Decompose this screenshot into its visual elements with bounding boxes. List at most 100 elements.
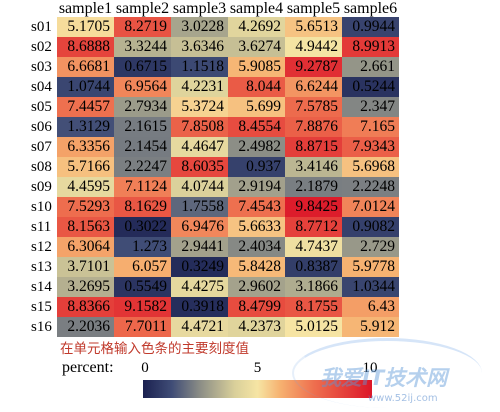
heatmap-cell-s04-sample2: 6.9564 [114, 77, 171, 97]
heatmap-cell-s03-sample5: 9.2787 [285, 57, 342, 77]
watermark-title: 我爱IT技术网 [320, 366, 448, 390]
heatmap-cell-s06-sample4: 8.4554 [228, 117, 285, 137]
heatmap-cell-s10-sample5: 9.8425 [285, 197, 342, 217]
heatmap-cell-s07-sample1: 6.3356 [57, 137, 114, 157]
heatmap-cell-s16-sample3: 4.4721 [171, 317, 228, 337]
heatmap-cell-s04-sample1: 1.0744 [57, 77, 114, 97]
heatmap-cell-s05-sample3: 5.3724 [171, 97, 228, 117]
heatmap-cell-s04-sample6: 0.5244 [342, 77, 399, 97]
heatmap-cell-s02-sample4: 3.6274 [228, 37, 285, 57]
heatmap-cell-s02-sample1: 8.6888 [57, 37, 114, 57]
row-label: s14 [31, 279, 52, 295]
heatmap-cell-s07-sample6: 7.9343 [342, 137, 399, 157]
row-label: s03 [31, 59, 52, 75]
heatmap-cell-s09-sample6: 2.2248 [342, 177, 399, 197]
heatmap-cell-s05-sample1: 7.4457 [57, 97, 114, 117]
heatmap-cell-s09-sample1: 4.4595 [57, 177, 114, 197]
heatmap-cell-s16-sample2: 7.7011 [114, 317, 171, 337]
heatmap-cell-s05-sample4: 5.699 [228, 97, 285, 117]
column-header: sample4 [229, 0, 284, 17]
heatmap-cell-s09-sample2: 7.1124 [114, 177, 171, 197]
heatmap-cell-s10-sample6: 7.0124 [342, 197, 399, 217]
heatmap-cell-s14-sample6: 1.0344 [342, 277, 399, 297]
heatmap-cell-s13-sample4: 5.8428 [228, 257, 285, 277]
heatmap-cell-s12-sample4: 2.4034 [228, 237, 285, 257]
row-label: s13 [31, 259, 52, 275]
heatmap-cell-s05-sample6: 2.347 [342, 97, 399, 117]
heatmap-cell-s15-sample5: 8.1755 [285, 297, 342, 317]
heatmap: sample1 sample2 sample3 sample4 sample5 sampl… [28, 0, 399, 337]
heatmap-cell-s07-sample3: 4.4647 [171, 137, 228, 157]
heatmap-cell-s01-sample6: 0.9944 [342, 17, 399, 37]
heatmap-cell-s12-sample3: 2.9441 [171, 237, 228, 257]
heatmap-cell-s10-sample2: 8.1629 [114, 197, 171, 217]
heatmap-cell-s16-sample1: 2.2036 [57, 317, 114, 337]
heatmap-cell-s04-sample4: 8.044 [228, 77, 285, 97]
heatmap-cell-s12-sample5: 4.7437 [285, 237, 342, 257]
heatmap-cell-s03-sample6: 2.661 [342, 57, 399, 77]
heatmap-cell-s06-sample2: 2.1615 [114, 117, 171, 137]
heatmap-cell-s16-sample5: 5.0125 [285, 317, 342, 337]
heatmap-cell-s13-sample2: 6.057 [114, 257, 171, 277]
heatmap-cell-s08-sample3: 8.6035 [171, 157, 228, 177]
heatmap-cell-s02-sample6: 8.9913 [342, 37, 399, 57]
heatmap-cell-s13-sample6: 5.9778 [342, 257, 399, 277]
heatmap-cell-s09-sample4: 2.9194 [228, 177, 285, 197]
heatmap-cell-s01-sample3: 3.0228 [171, 17, 228, 37]
heatmap-cell-s07-sample4: 2.4982 [228, 137, 285, 157]
heatmap-cell-s11-sample4: 5.6633 [228, 217, 285, 237]
row-label: s15 [31, 299, 52, 315]
watermark-swoosh [292, 338, 482, 408]
watermark-url: www.52ij.com [368, 393, 438, 404]
heatmap-cell-s03-sample1: 6.6681 [57, 57, 114, 77]
heatmap-cell-s11-sample1: 8.1563 [57, 217, 114, 237]
heatmap-cell-s01-sample5: 5.6513 [285, 17, 342, 37]
row-label: s16 [31, 319, 52, 335]
heatmap-cell-s03-sample3: 1.1518 [171, 57, 228, 77]
heatmap-cell-s12-sample1: 6.3064 [57, 237, 114, 257]
heatmap-cell-s13-sample3: 0.3249 [171, 257, 228, 277]
heatmap-cell-s15-sample4: 8.4799 [228, 297, 285, 317]
row-label: s04 [31, 79, 52, 95]
heatmap-cell-s09-sample3: 4.0744 [171, 177, 228, 197]
colorbar-tick-label: 5 [253, 360, 262, 376]
heatmap-cell-s14-sample1: 3.2695 [57, 277, 114, 297]
heatmap-cell-s14-sample3: 4.4275 [171, 277, 228, 297]
column-header: sample1 [58, 0, 113, 17]
row-label: s08 [31, 159, 52, 175]
row-label: s06 [31, 119, 52, 135]
row-label: s05 [31, 99, 52, 115]
row-label: s01 [31, 19, 52, 35]
heatmap-cell-s08-sample4: 0.937 [228, 157, 285, 177]
heatmap-cell-s12-sample6: 2.729 [342, 237, 399, 257]
heatmap-cell-s01-sample4: 4.2692 [228, 17, 285, 37]
row-label: s11 [31, 219, 52, 235]
heatmap-cell-s06-sample3: 7.8508 [171, 117, 228, 137]
heatmap-cell-s04-sample3: 4.2231 [171, 77, 228, 97]
heatmap-cell-s10-sample1: 7.5293 [57, 197, 114, 217]
heatmap-cell-s06-sample6: 7.165 [342, 117, 399, 137]
heatmap-cell-s11-sample3: 6.9476 [171, 217, 228, 237]
colorbar-instruction-note: 在单元格输入色条的主要刻度值 [60, 341, 249, 357]
heatmap-cell-s11-sample2: 0.3022 [114, 217, 171, 237]
heatmap-cell-s06-sample1: 1.3129 [57, 117, 114, 137]
heatmap-cell-s10-sample3: 1.7558 [171, 197, 228, 217]
heatmap-cell-s16-sample4: 4.2373 [228, 317, 285, 337]
row-label: s02 [31, 39, 52, 55]
row-label: s07 [31, 139, 52, 155]
column-header: sample2 [115, 0, 170, 17]
column-header: sample5 [286, 0, 341, 17]
row-label: s12 [31, 239, 52, 255]
heatmap-cell-s07-sample5: 8.8715 [285, 137, 342, 157]
heatmap-cell-s11-sample5: 8.7712 [285, 217, 342, 237]
heatmap-cell-s02-sample5: 4.9442 [285, 37, 342, 57]
heatmap-cell-s03-sample4: 5.9085 [228, 57, 285, 77]
colorbar-label: percent: [62, 359, 114, 376]
heatmap-cell-s15-sample2: 9.1582 [114, 297, 171, 317]
column-header: sample6 [343, 0, 398, 17]
heatmap-cell-s05-sample5: 7.5785 [285, 97, 342, 117]
heatmap-cell-s08-sample1: 5.7166 [57, 157, 114, 177]
heatmap-cell-s15-sample1: 8.8366 [57, 297, 114, 317]
heatmap-cell-s11-sample6: 0.9082 [342, 217, 399, 237]
heatmap-cell-s15-sample6: 6.43 [342, 297, 399, 317]
